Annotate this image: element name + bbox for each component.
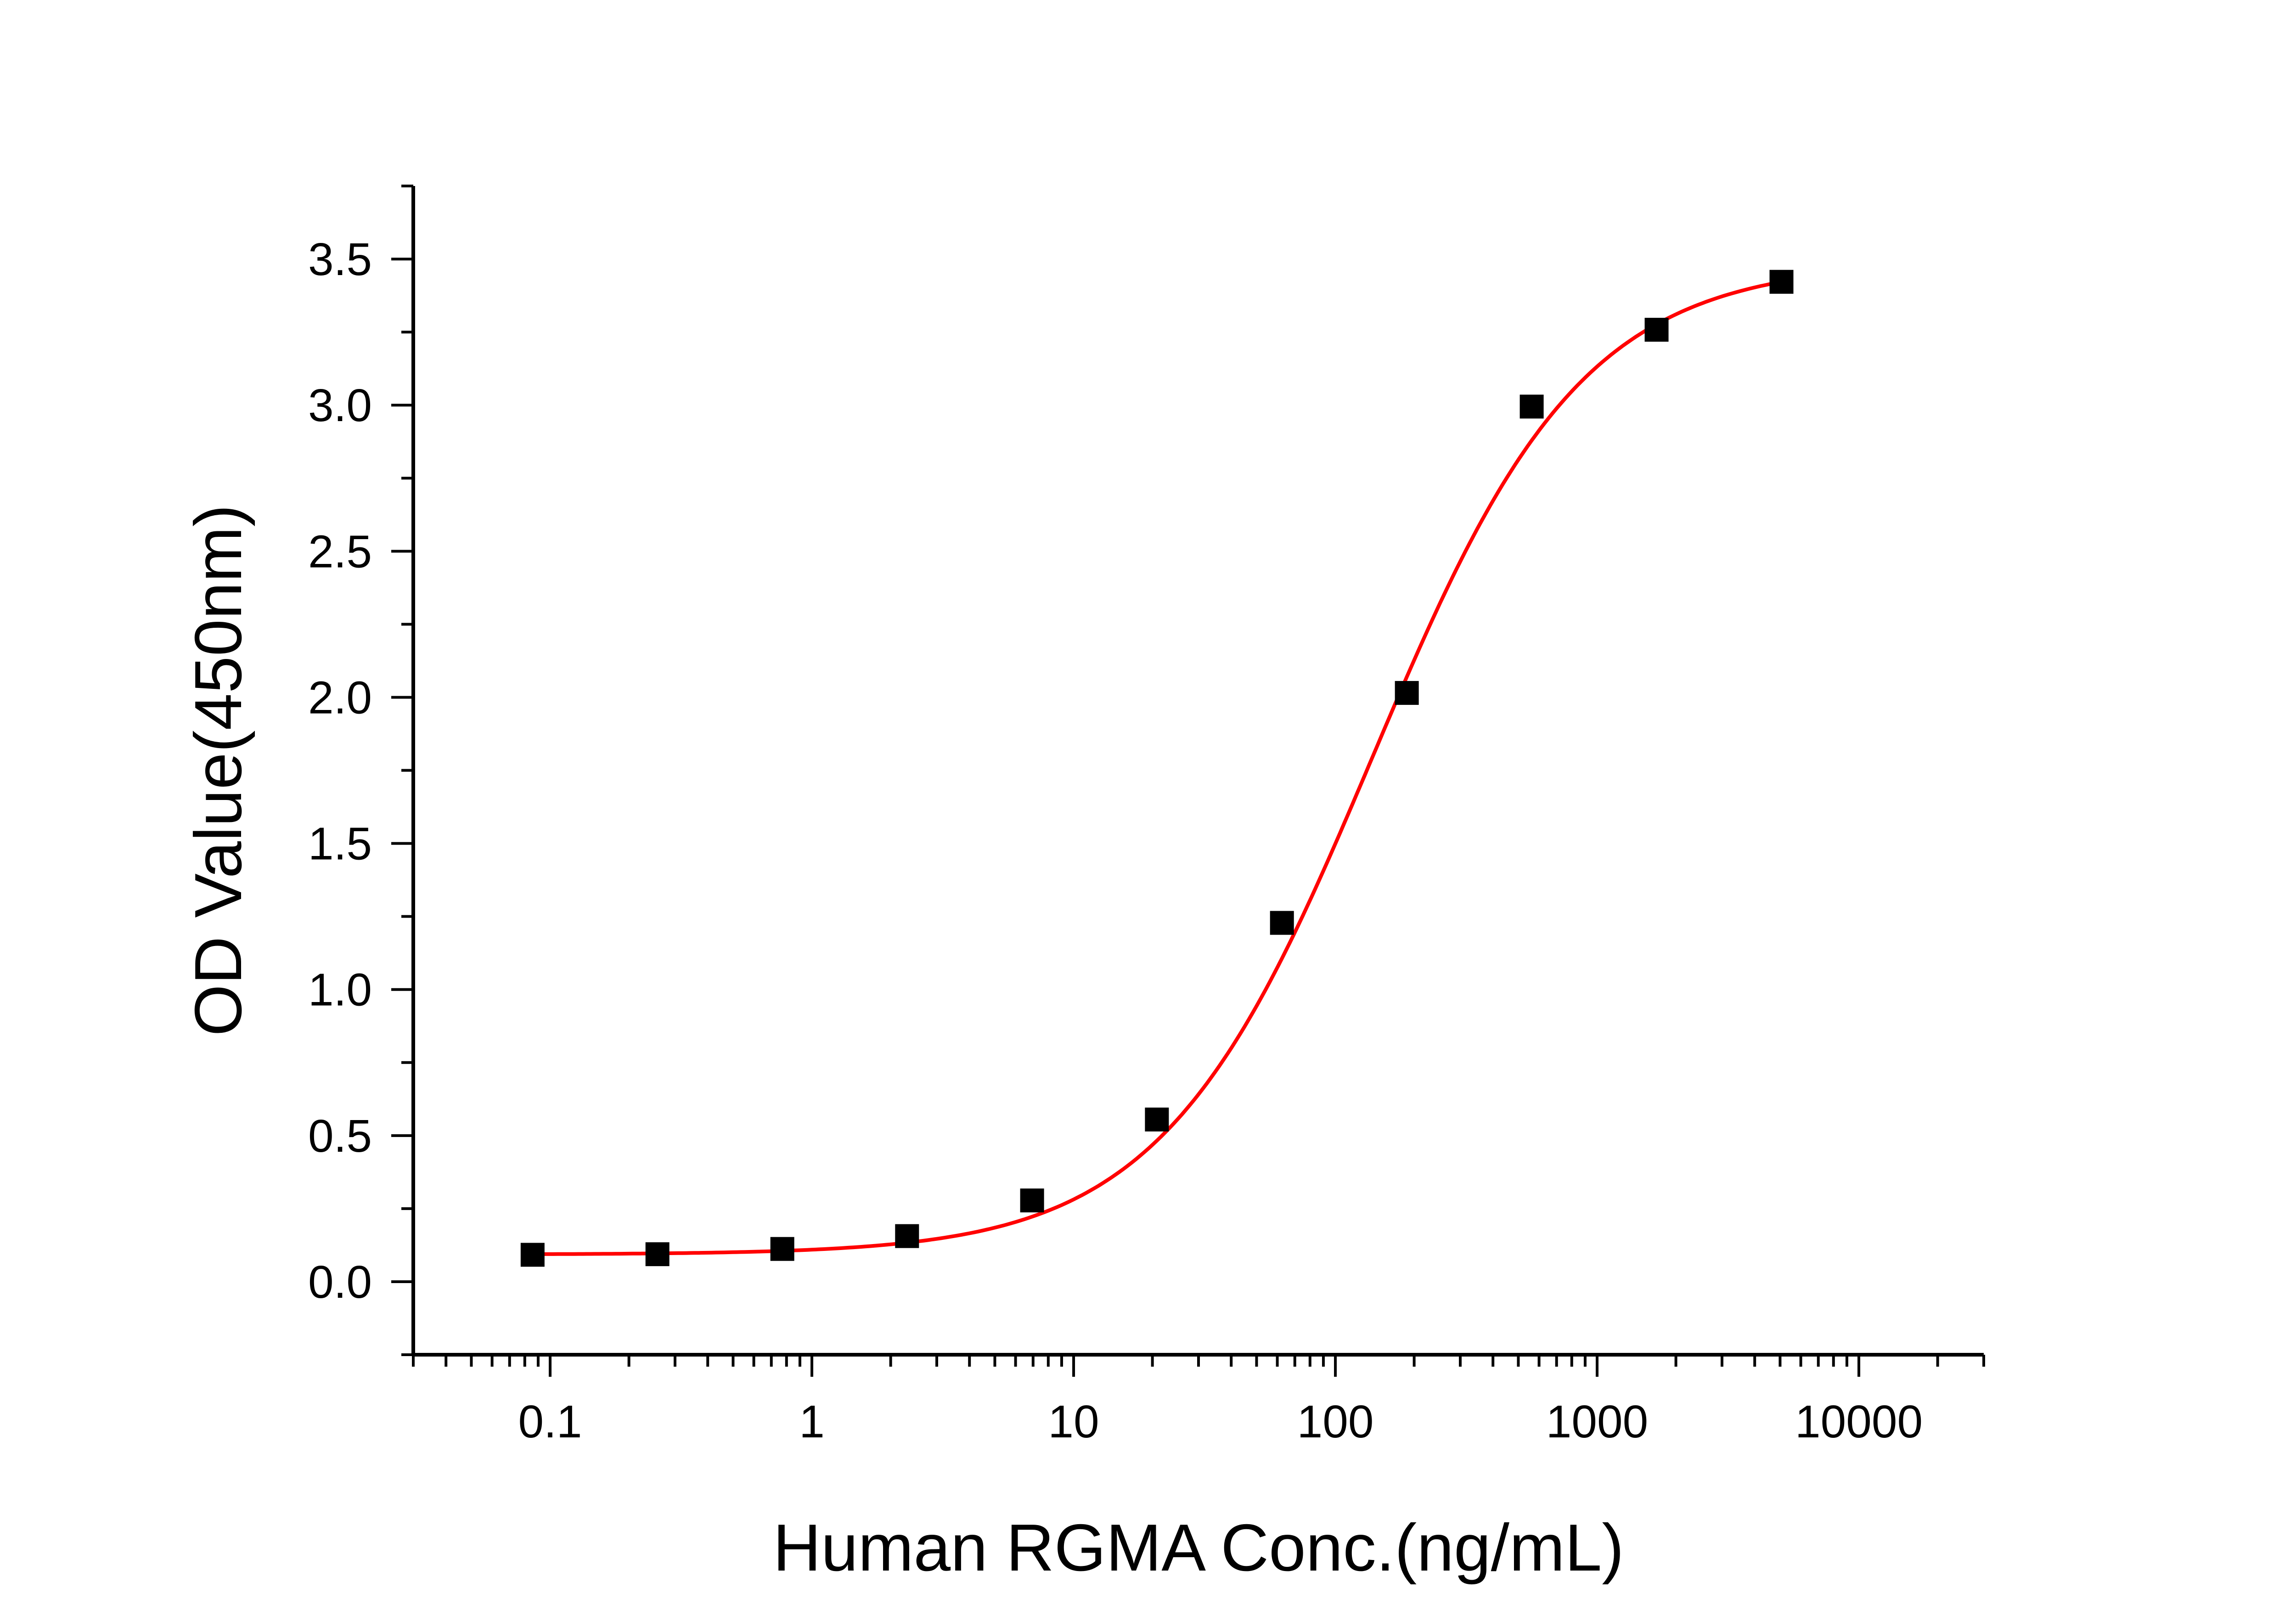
y-tick-label: 1.5 [308,818,372,870]
y-tick-label: 3.5 [308,234,372,285]
data-point [770,1237,794,1261]
x-tick-label: 100 [1297,1396,1374,1447]
x-tick-label: 10000 [1795,1396,1923,1447]
y-tick-labels: 0.0 0.5 1.0 1.5 2.0 2.5 3.0 3.5 [308,234,372,1308]
fit-curve [532,280,1782,1256]
y-tick-label: 0.5 [308,1110,372,1162]
data-point [895,1224,919,1248]
x-tick-labels: 0.1 1 10 100 1000 10000 [518,1396,1923,1447]
x-tick-label: 1 [799,1396,825,1447]
x-ticks [412,1355,1985,1377]
x-tick-label: 0.1 [518,1396,582,1447]
y-tick-label: 2.0 [308,672,372,723]
data-point [1270,911,1294,935]
y-ticks [391,185,413,1356]
data-points [520,270,1794,1267]
y-axis-title: OD Value(450nm) [181,505,255,1036]
x-tick-label: 1000 [1546,1396,1648,1447]
x-axis-title: Human RGMA Conc.(ng/mL) [773,1510,1624,1585]
data-point [1644,318,1669,342]
y-tick-label: 1.0 [308,964,372,1016]
data-point [1020,1188,1044,1213]
y-axis: 0.0 0.5 1.0 1.5 2.0 2.5 3.0 3.5 [308,185,415,1356]
data-point [1395,681,1419,705]
x-axis: 0.1 1 10 100 1000 10000 [412,1353,1985,1447]
data-point [1145,1107,1169,1132]
data-point [1769,270,1794,294]
y-tick-label: 2.5 [308,526,372,577]
y-tick-label: 0.0 [308,1256,372,1308]
x-tick-label: 10 [1048,1396,1099,1447]
data-point [645,1242,670,1267]
data-point [520,1243,545,1267]
data-point [1519,394,1544,419]
y-tick-label: 3.0 [308,380,372,431]
